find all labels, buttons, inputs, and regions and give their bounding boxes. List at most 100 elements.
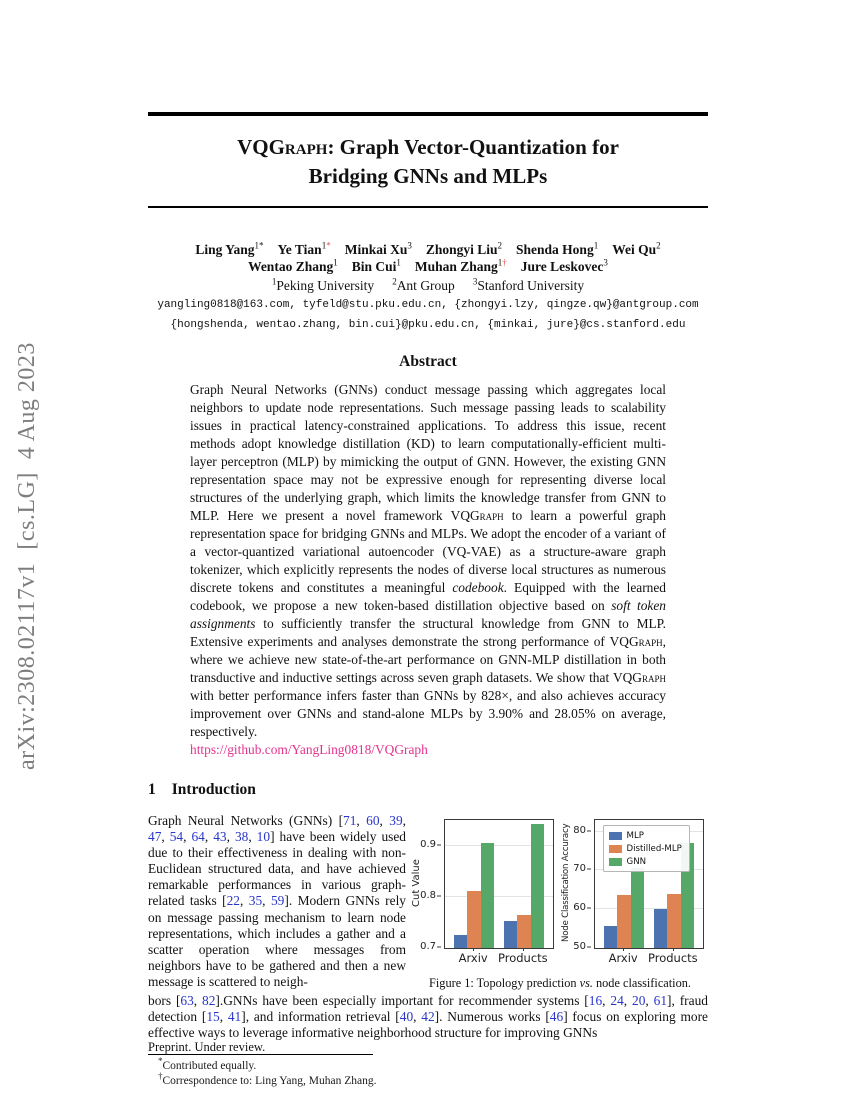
text-segment: to sufficiently transfer the structural … bbox=[190, 616, 666, 649]
bar-group-products bbox=[502, 820, 545, 948]
text-segment: , where we achieve new state-of-the-art … bbox=[190, 634, 666, 685]
citation-link[interactable]: 15 bbox=[206, 1009, 220, 1025]
x-tick-label: Arxiv bbox=[608, 951, 638, 965]
x-tick-mark bbox=[672, 948, 674, 951]
affiliation: 2Ant Group bbox=[392, 276, 455, 293]
text-segment: ]. Modern GNNs rely on message passing m… bbox=[148, 893, 406, 989]
page-content: VQGraph : Graph Vector-Quantization for B… bbox=[148, 0, 708, 1089]
text-segment: ].GNNs have been especially important fo… bbox=[215, 993, 589, 1008]
y-tick-label: 0.8 bbox=[420, 889, 436, 901]
citation-link[interactable]: 63 bbox=[180, 993, 194, 1008]
introduction-text-fullwidth: bors [63, 82].GNNs have been especially … bbox=[148, 993, 708, 1041]
authors-row-1: Ling Yang1* Ye Tian1* Minkai Xu3 Zhongyi Li… bbox=[148, 241, 708, 258]
citation-link[interactable]: 60 bbox=[366, 813, 380, 828]
citation-link[interactable]: 20 bbox=[632, 993, 646, 1008]
text-segment: ] focus on exploring more effective ways… bbox=[148, 1009, 708, 1041]
x-axis-ticks: Arxiv Products bbox=[444, 948, 552, 965]
citation-link[interactable]: 46 bbox=[549, 1009, 564, 1025]
y-tick-label: 80 bbox=[573, 824, 586, 836]
citation-link[interactable]: 61 bbox=[653, 993, 668, 1008]
text-segment: , bbox=[413, 1009, 422, 1025]
x-tick-mark bbox=[473, 948, 475, 951]
bar-mlp-products bbox=[503, 921, 518, 948]
section-number: 1 bbox=[148, 781, 156, 798]
citation-link[interactable]: 47 bbox=[148, 829, 162, 845]
author-name: Jure Leskovec3 bbox=[520, 257, 608, 274]
text-segment: , bbox=[226, 829, 235, 845]
legend-label: Distilled-MLP bbox=[626, 843, 682, 854]
citation-link[interactable]: 16 bbox=[588, 993, 603, 1008]
figure1-chart-cut-value: Cut Value 0.7 0.8 0.9 Arxiv Products bbox=[410, 813, 560, 971]
text-segment: , bbox=[645, 993, 654, 1008]
gridline bbox=[595, 908, 703, 910]
citation-link[interactable]: 43 bbox=[213, 829, 227, 845]
text-segment: , bbox=[402, 813, 406, 828]
text-segment: , bbox=[623, 993, 633, 1008]
bar-distilled-mlp-products bbox=[517, 914, 531, 948]
y-tick-mark bbox=[437, 895, 441, 897]
figure1-chart-node-accuracy: Node Classification Accuracy 50 60 70 80 ML… bbox=[560, 813, 710, 971]
citation-link[interactable]: 24 bbox=[610, 993, 624, 1008]
text-segment: , bbox=[356, 813, 367, 828]
affiliation: 1Peking University bbox=[271, 276, 375, 293]
citation-link[interactable]: 54 bbox=[169, 829, 184, 845]
y-tick-label: 60 bbox=[573, 902, 586, 914]
smallcaps-text: VQGraph bbox=[450, 508, 504, 523]
x-tick-label: Products bbox=[648, 951, 698, 965]
citation-link[interactable]: 39 bbox=[389, 813, 403, 828]
preprint-note: Preprint. Under review. bbox=[148, 1040, 266, 1054]
github-link[interactable]: https://github.com/YangLing0818/VQGraph bbox=[190, 742, 428, 757]
text-segment: with better performance infers faster th… bbox=[190, 688, 666, 739]
author-name: Zhongyi Liu2 bbox=[425, 240, 503, 257]
author-name: Wentao Zhang1 bbox=[248, 257, 338, 274]
citation-link[interactable]: 35 bbox=[248, 893, 263, 909]
citation-link[interactable]: 71 bbox=[343, 813, 357, 828]
citation-link[interactable]: 42 bbox=[421, 1009, 435, 1025]
citation-link[interactable]: 64 bbox=[191, 829, 205, 845]
citation-link[interactable]: 22 bbox=[226, 893, 240, 909]
text-segment: , bbox=[602, 993, 611, 1008]
citation-link[interactable]: 41 bbox=[227, 1009, 242, 1025]
text-segment: , bbox=[204, 829, 214, 845]
footnote-rule bbox=[148, 1054, 373, 1056]
citation-link[interactable]: 59 bbox=[270, 893, 285, 909]
paper-title-line2: Bridging GNNs and MLPs bbox=[308, 164, 548, 188]
citation-link[interactable]: 40 bbox=[399, 1009, 414, 1025]
affiliations: 1Peking University 2Ant Group 3Stanford Un… bbox=[148, 276, 708, 294]
paper-title: VQGraph: Graph Vector-Quantization for B… bbox=[148, 133, 708, 191]
text-segment: . Equipped with the learned codebook, we… bbox=[190, 580, 666, 613]
legend-row: Distilled-MLP bbox=[608, 842, 682, 855]
citation-link[interactable]: 82 bbox=[202, 993, 216, 1008]
authors-block: Ling Yang1* Ye Tian1* Minkai Xu3 Zhongyi Li… bbox=[148, 241, 708, 333]
legend-swatch bbox=[608, 844, 622, 853]
bar-distilled-mlp-arxiv bbox=[467, 890, 481, 948]
section-heading-introduction: 1 Introduction bbox=[148, 781, 708, 799]
italic-text: codebook bbox=[452, 580, 504, 595]
gridline bbox=[445, 895, 553, 897]
bar-gnn-arxiv bbox=[480, 843, 495, 948]
author-name: Minkai Xu3 bbox=[344, 240, 412, 257]
email-line-2: {hongshenda, wentao.zhang, bin.cui}@pku.… bbox=[170, 318, 686, 331]
legend-row: GNN bbox=[608, 855, 682, 868]
text-segment: to learn a powerful graph representation… bbox=[190, 508, 667, 595]
bar-group-arxiv bbox=[453, 820, 496, 948]
bar-mlp-products bbox=[653, 909, 668, 948]
paper-title-rest: : Graph Vector-Quantization for bbox=[327, 135, 619, 159]
text-segment: , bbox=[239, 893, 249, 909]
smallcaps-text: VQGraph bbox=[612, 670, 666, 685]
bar-mlp-arxiv bbox=[454, 935, 468, 948]
italic-text: soft token assignments bbox=[190, 598, 666, 631]
abstract-heading: Abstract bbox=[399, 353, 457, 370]
citation-link[interactable]: 10 bbox=[256, 829, 271, 845]
y-tick-label: 50 bbox=[573, 941, 586, 952]
y-tick-label: 0.7 bbox=[420, 941, 436, 952]
chart-legend: MLP Distilled-MLP GNN bbox=[602, 825, 690, 873]
legend-label: MLP bbox=[626, 830, 644, 841]
text-segment: , bbox=[161, 829, 170, 845]
bar-distilled-mlp-products bbox=[667, 894, 681, 948]
x-tick-label: Arxiv bbox=[458, 951, 488, 965]
text-segment: ] have been widely used due to their eff… bbox=[148, 829, 407, 909]
y-tick-mark bbox=[587, 907, 591, 909]
text-segment: Graph Neural Networks (GNNs) [ bbox=[148, 813, 344, 828]
citation-link[interactable]: 38 bbox=[234, 829, 249, 845]
